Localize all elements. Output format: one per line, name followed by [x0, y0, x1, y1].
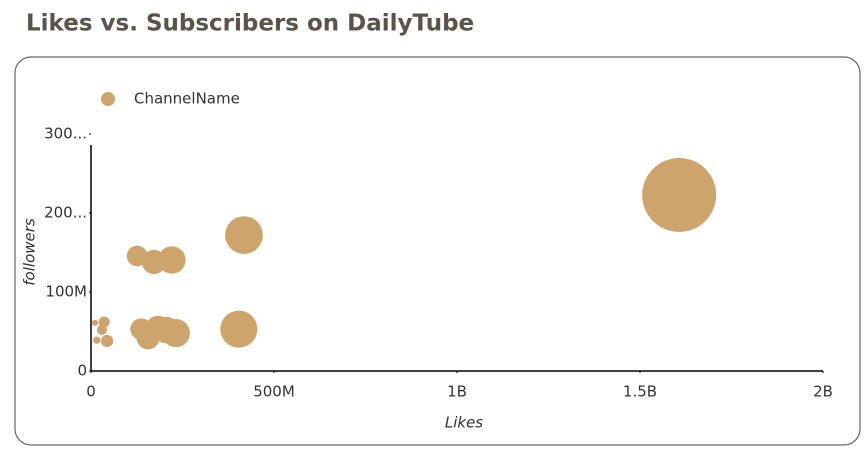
x-axis-title: Likes [445, 414, 483, 432]
bubble [96, 324, 108, 335]
bubble [158, 246, 186, 274]
bubble [136, 326, 160, 350]
bubble [225, 216, 263, 254]
bubble [98, 316, 110, 328]
bubble [161, 319, 190, 348]
legend-label: ChannelName [134, 90, 240, 108]
bubble [91, 319, 99, 326]
x-tick-label: 1.5B [623, 383, 657, 401]
bubble [642, 157, 717, 232]
bubble [93, 336, 101, 344]
y-axis-title: followers [21, 218, 39, 286]
chart-title: Likes vs. Subscribers on DailyTube [26, 11, 474, 37]
y-tick-label: 100M [45, 283, 87, 301]
card [14, 56, 861, 446]
bubble [220, 310, 258, 348]
x-tick-label: 1B [447, 383, 467, 401]
bubble [100, 334, 114, 348]
x-tick-label: 500M [253, 383, 295, 401]
legend-marker [101, 92, 115, 106]
x-tick-label: 2B [813, 383, 833, 401]
y-tick-label: 300... [44, 125, 87, 143]
y-tick-label: 200... [44, 204, 87, 222]
y-tick-label: 0 [77, 362, 87, 380]
x-tick-label: 0 [86, 383, 96, 401]
